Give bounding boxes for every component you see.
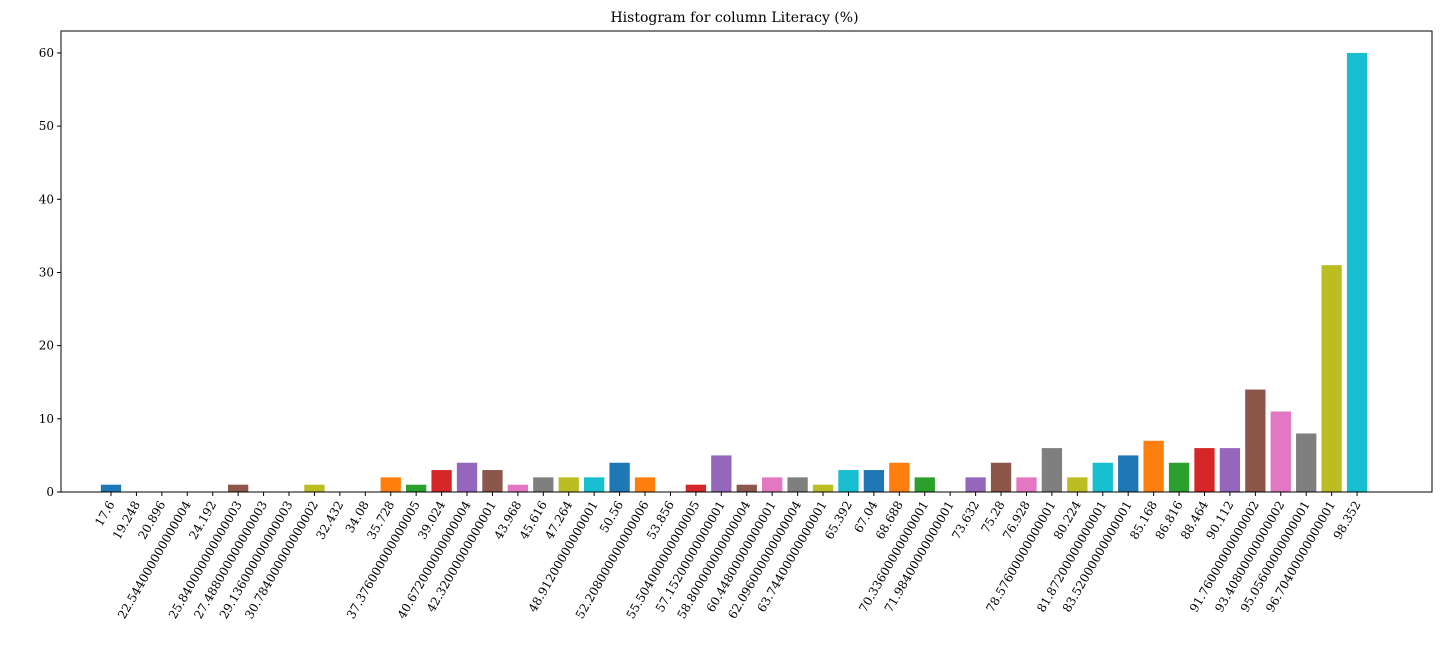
- bar: [1270, 411, 1291, 492]
- bar: [380, 477, 401, 492]
- bar: [787, 477, 808, 492]
- bar: [533, 477, 554, 492]
- bar: [965, 477, 986, 492]
- bar: [889, 462, 910, 492]
- bar: [685, 484, 707, 492]
- y-tick-label: 60: [39, 46, 54, 60]
- bar: [990, 462, 1012, 492]
- bar: [406, 484, 427, 492]
- bar: [1118, 455, 1139, 492]
- y-tick-label: 10: [39, 412, 54, 426]
- bar: [609, 462, 630, 492]
- plot-frame: [60, 30, 1433, 493]
- y-tick-label: 50: [39, 119, 54, 133]
- bar: [812, 484, 834, 492]
- bar: [1321, 265, 1342, 492]
- bar: [1296, 433, 1317, 492]
- bar: [1245, 389, 1266, 492]
- x-tick-label: 17.6: [92, 499, 117, 529]
- y-tick-label: 30: [39, 265, 54, 279]
- bar: [1194, 448, 1215, 492]
- bar: [1016, 477, 1037, 492]
- bar: [863, 470, 885, 492]
- bar: [1346, 52, 1368, 492]
- bar: [1219, 448, 1241, 492]
- bar: [304, 484, 325, 492]
- chart-title: Histogram for column Literacy (%): [610, 10, 858, 26]
- bar: [584, 477, 605, 492]
- bar: [914, 477, 935, 492]
- bar: [228, 484, 249, 492]
- bar: [507, 484, 529, 492]
- bar: [558, 477, 579, 492]
- bar: [1092, 462, 1113, 492]
- bars-group: [100, 52, 1368, 492]
- bar: [100, 484, 122, 492]
- y-axis: 0 10 20 30 40 50 60: [39, 46, 61, 499]
- bar: [1041, 448, 1063, 492]
- x-axis: 17.619.24820.89622.54400000000000424.192…: [92, 492, 1364, 621]
- bar: [1067, 477, 1088, 492]
- y-tick-label: 0: [46, 485, 54, 499]
- bar: [711, 455, 732, 492]
- y-tick-label: 40: [39, 192, 54, 206]
- bar: [1143, 440, 1164, 492]
- bar: [736, 484, 757, 492]
- y-tick-label: 20: [39, 339, 54, 353]
- bar: [482, 470, 503, 492]
- bar: [456, 462, 478, 492]
- bar: [1168, 462, 1190, 492]
- bar: [762, 477, 783, 492]
- bar: [634, 477, 656, 492]
- bar: [431, 470, 452, 492]
- bar: [838, 470, 859, 492]
